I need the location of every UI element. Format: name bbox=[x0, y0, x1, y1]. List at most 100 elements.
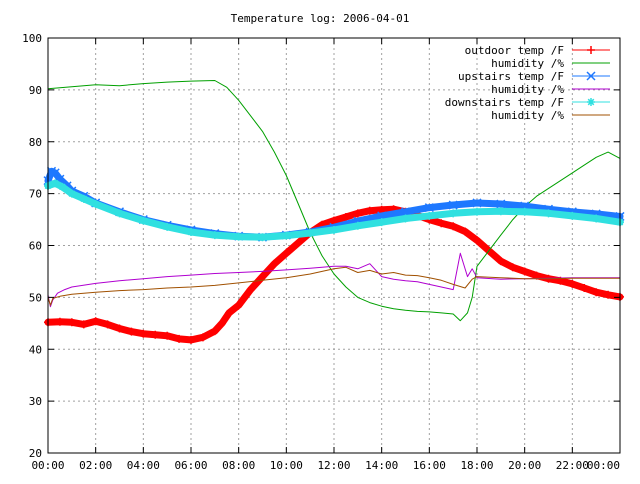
data-point bbox=[508, 263, 517, 272]
y-tick-label: 100 bbox=[22, 32, 42, 45]
data-point bbox=[103, 320, 112, 329]
data-point bbox=[496, 207, 505, 216]
legend-label: humidity /% bbox=[491, 109, 564, 122]
series-5 bbox=[47, 266, 621, 306]
x-tick-label: 08:00 bbox=[222, 459, 255, 472]
x-tick-label: 02:00 bbox=[79, 459, 112, 472]
data-point bbox=[472, 198, 482, 208]
x-tick-label: 10:00 bbox=[270, 459, 303, 472]
data-point bbox=[270, 259, 279, 268]
y-tick-label: 20 bbox=[29, 447, 42, 460]
data-point bbox=[187, 335, 195, 344]
data-point bbox=[163, 222, 172, 231]
data-point bbox=[377, 218, 386, 227]
data-point bbox=[461, 227, 470, 236]
x-tick-label: 22:00 bbox=[556, 459, 589, 472]
legend-label: humidity /% bbox=[491, 57, 564, 70]
x-tick-label: 18:00 bbox=[460, 459, 493, 472]
data-point bbox=[496, 199, 506, 209]
data-point bbox=[341, 212, 350, 221]
data-point bbox=[115, 324, 124, 333]
data-point bbox=[127, 327, 136, 336]
series-line bbox=[47, 266, 621, 306]
ticks: 20 30 40 50 60 70 80 90 100 00:00 02:00 04:00 06:00 0… bbox=[22, 32, 621, 472]
data-point bbox=[449, 209, 458, 218]
data-point bbox=[330, 225, 338, 234]
data-point bbox=[198, 333, 207, 342]
series-layer bbox=[43, 80, 625, 344]
x-tick-label: 04:00 bbox=[127, 459, 160, 472]
data-point bbox=[58, 182, 67, 191]
data-point bbox=[520, 207, 529, 216]
data-point bbox=[91, 317, 100, 326]
data-point bbox=[544, 209, 553, 218]
data-point bbox=[330, 216, 338, 225]
data-point bbox=[424, 203, 434, 213]
legend-marker bbox=[586, 71, 596, 81]
data-point bbox=[163, 331, 172, 340]
series-1 bbox=[47, 80, 621, 322]
data-point bbox=[520, 267, 529, 276]
legend-label: outdoor temp /F bbox=[465, 44, 564, 57]
y-tick-label: 90 bbox=[29, 84, 42, 97]
y-tick-label: 60 bbox=[29, 240, 42, 253]
x-tick-label: 16:00 bbox=[413, 459, 446, 472]
data-point bbox=[246, 285, 255, 294]
data-point bbox=[473, 207, 481, 216]
x-tick-label: 06:00 bbox=[174, 459, 207, 472]
data-point bbox=[225, 308, 234, 317]
series-4 bbox=[44, 179, 624, 242]
legend-marker bbox=[587, 46, 595, 54]
data-point bbox=[139, 329, 148, 338]
data-point bbox=[604, 290, 613, 299]
x-tick-label: 14:00 bbox=[365, 459, 398, 472]
y-tick-label: 80 bbox=[29, 136, 42, 149]
data-point bbox=[568, 279, 577, 288]
data-point bbox=[473, 236, 481, 245]
legend-marker bbox=[587, 98, 595, 106]
series-3 bbox=[47, 252, 621, 308]
data-point bbox=[353, 209, 362, 218]
x-tick-label: 20:00 bbox=[508, 459, 541, 472]
data-point bbox=[592, 214, 601, 223]
data-point bbox=[282, 249, 291, 258]
data-point bbox=[282, 231, 291, 240]
y-tick-label: 70 bbox=[29, 188, 42, 201]
data-point bbox=[425, 211, 434, 220]
chart-title: Temperature log: 2006-04-01 bbox=[231, 12, 410, 25]
data-point bbox=[401, 214, 410, 223]
data-point bbox=[234, 301, 243, 310]
series-line bbox=[47, 252, 621, 308]
data-point bbox=[67, 318, 76, 327]
data-point bbox=[449, 222, 458, 231]
data-point bbox=[187, 228, 195, 237]
legend-label: upstairs temp /F bbox=[458, 70, 564, 83]
data-point bbox=[496, 257, 505, 266]
data-point bbox=[400, 207, 411, 217]
data-point bbox=[448, 200, 458, 210]
data-point bbox=[175, 334, 184, 343]
data-point bbox=[437, 219, 446, 228]
data-point bbox=[67, 189, 76, 198]
data-point bbox=[79, 320, 88, 329]
legend-label: humidity /% bbox=[491, 83, 564, 96]
data-point bbox=[580, 284, 589, 293]
data-point bbox=[50, 168, 60, 178]
data-point bbox=[210, 327, 219, 336]
x-tick-label: 00:00 bbox=[587, 459, 620, 472]
data-point bbox=[210, 231, 219, 240]
y-tick-label: 40 bbox=[29, 343, 42, 356]
y-tick-label: 50 bbox=[29, 291, 42, 304]
data-point bbox=[306, 229, 315, 238]
data-point bbox=[258, 233, 267, 242]
series-line bbox=[47, 80, 621, 322]
legend-label: downstairs temp /F bbox=[445, 96, 564, 109]
data-point bbox=[294, 238, 303, 247]
data-point bbox=[234, 232, 243, 241]
data-point bbox=[353, 221, 362, 230]
data-point bbox=[139, 216, 148, 225]
data-point bbox=[51, 179, 60, 188]
